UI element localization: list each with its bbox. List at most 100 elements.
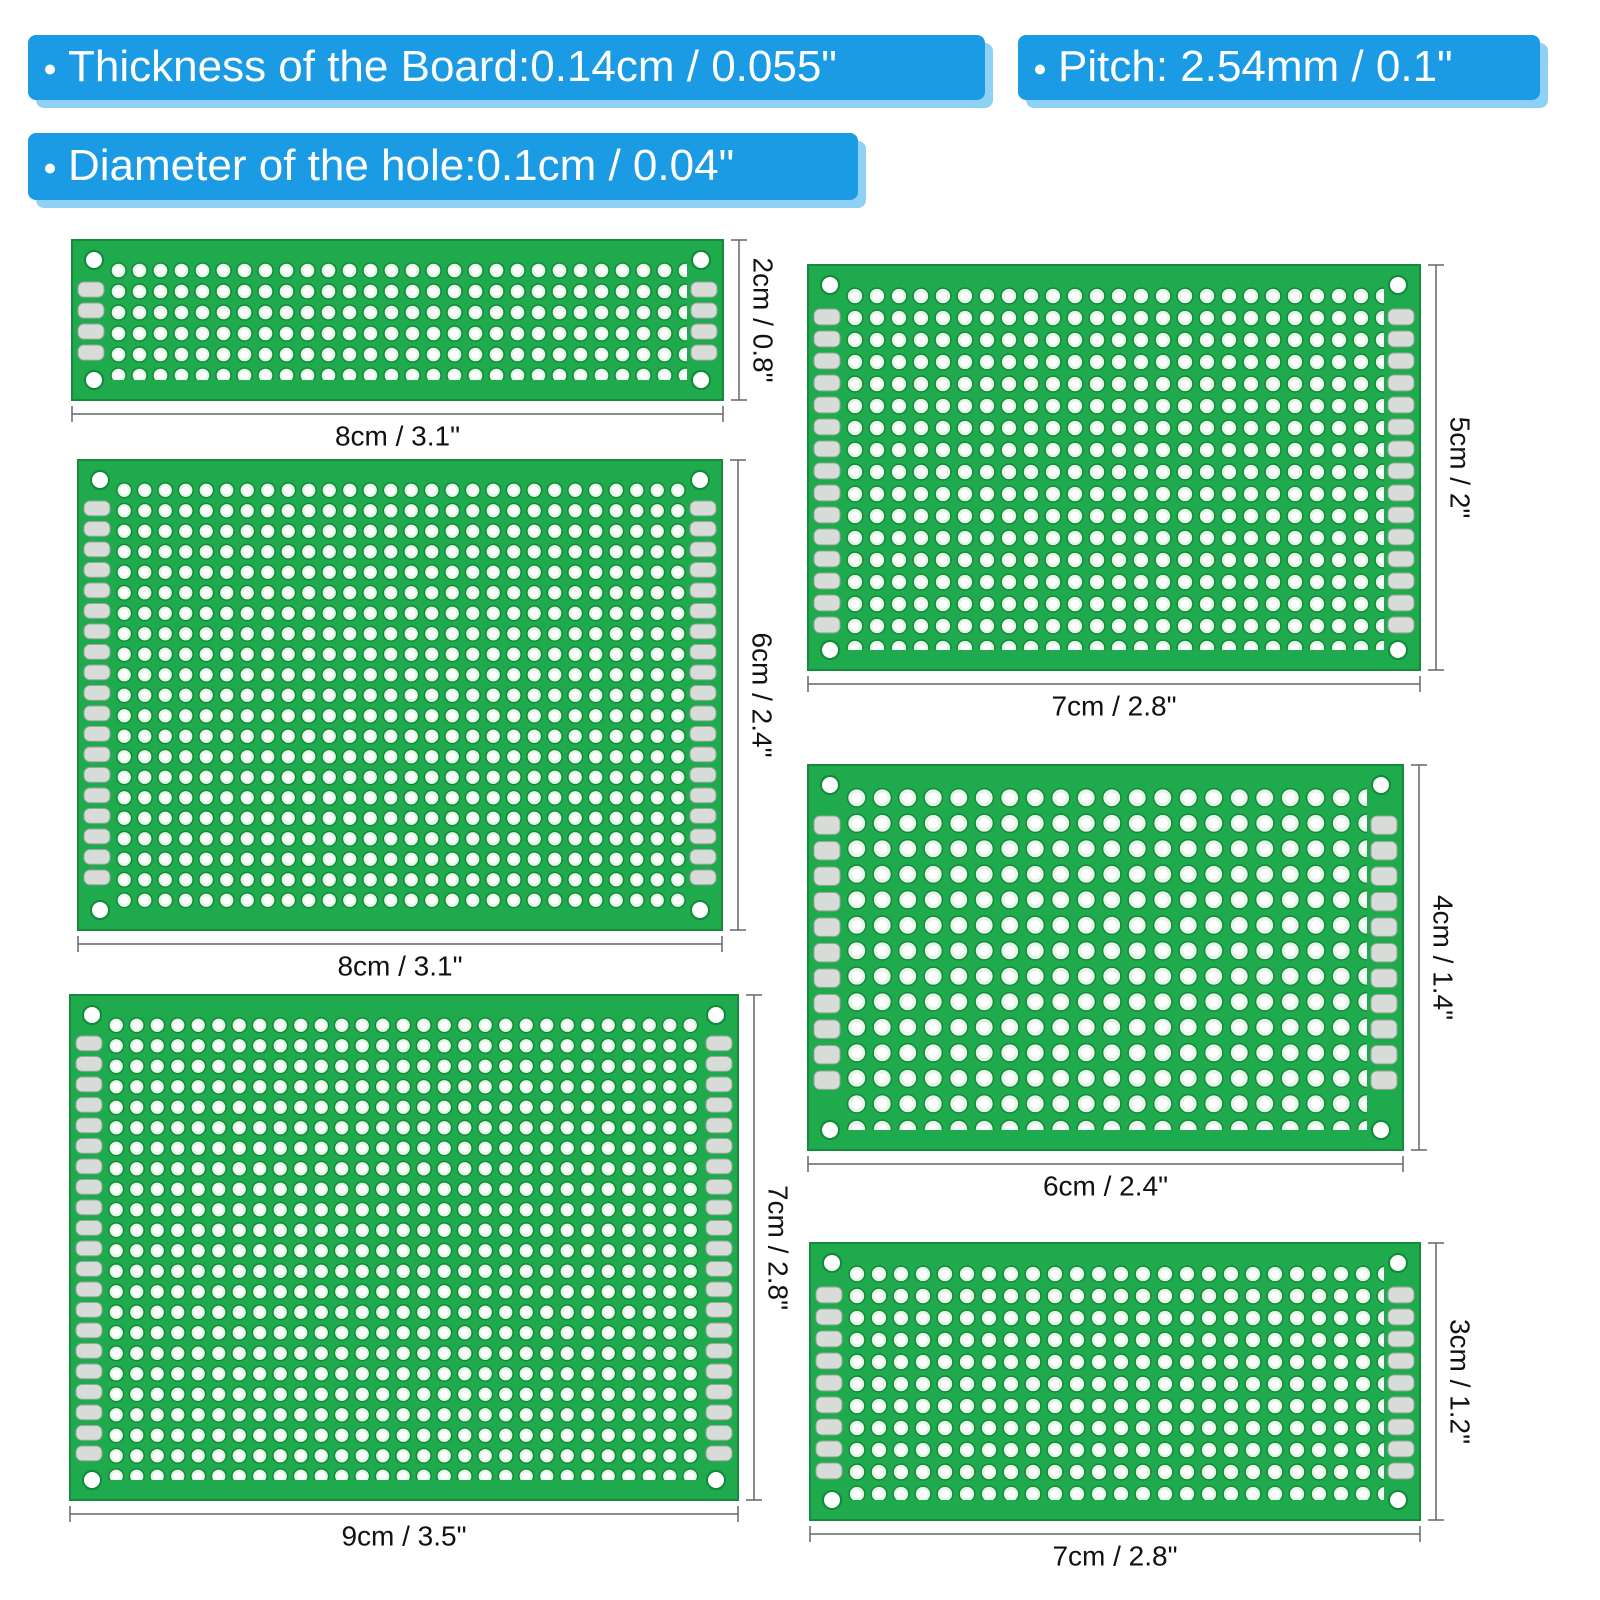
- bullet: [1035, 64, 1045, 75]
- edge-pad: [1370, 1019, 1398, 1039]
- bullet: [45, 163, 55, 174]
- edge-pad: [815, 1462, 843, 1480]
- edge-pad: [689, 787, 717, 804]
- edge-pad: [813, 308, 841, 326]
- edge-pad: [705, 1363, 733, 1380]
- edge-pad: [83, 726, 111, 742]
- edge-pad: [815, 1286, 843, 1304]
- edge-pad: [83, 849, 111, 865]
- edge-pad: [815, 1352, 843, 1370]
- edge-pad: [815, 1396, 843, 1414]
- edge-pad: [813, 866, 841, 886]
- edge-pad: [75, 1097, 103, 1113]
- mount-hole: [706, 1005, 726, 1025]
- edge-pad: [813, 994, 841, 1014]
- mount-hole: [691, 370, 711, 390]
- edge-pad: [1387, 396, 1415, 414]
- edge-pad: [689, 562, 717, 578]
- edge-pad: [83, 562, 111, 578]
- edge-pad: [1370, 892, 1398, 912]
- mount-hole: [690, 470, 710, 490]
- edge-pad: [1387, 594, 1415, 612]
- height-label: 4cm / 1.4": [1428, 895, 1459, 1020]
- edge-pad: [1387, 572, 1415, 590]
- edge-pad: [1387, 1396, 1415, 1414]
- spec-text: Thickness of the Board:0.14cm / 0.055": [68, 42, 837, 91]
- edge-pad: [1370, 815, 1398, 835]
- edge-pad: [83, 582, 111, 599]
- edge-pad: [813, 1045, 841, 1065]
- edge-pad: [75, 1117, 103, 1134]
- edge-pad: [813, 943, 841, 963]
- edge-pad: [1387, 506, 1415, 524]
- edge-pad: [1387, 440, 1415, 458]
- edge-pad: [705, 1322, 733, 1339]
- badge: [28, 35, 985, 100]
- edge-pad: [83, 644, 111, 660]
- edge-pad: [813, 462, 841, 480]
- edge-pad: [75, 1445, 103, 1462]
- edge-pad: [689, 623, 717, 640]
- edge-pad: [705, 1302, 733, 1318]
- height-label: 3cm / 1.2": [1445, 1319, 1476, 1444]
- edge-pad: [705, 1384, 733, 1400]
- edge-pad: [1387, 1286, 1415, 1304]
- edge-pad: [75, 1404, 103, 1421]
- mount-hole: [84, 370, 104, 390]
- edge-pad: [705, 1035, 733, 1052]
- hole-grid: [844, 785, 1367, 1130]
- mount-hole: [706, 1470, 726, 1490]
- edge-pad: [689, 500, 717, 517]
- edge-pad: [1387, 1440, 1415, 1458]
- edge-pad: [705, 1056, 733, 1072]
- edge-pad: [1370, 1070, 1398, 1090]
- edge-pad: [689, 849, 717, 865]
- edge-pad: [705, 1117, 733, 1134]
- mount-hole: [820, 640, 840, 660]
- edge-pad: [813, 396, 841, 414]
- edge-pad: [83, 828, 111, 845]
- width-label: 9cm / 3.5": [341, 1520, 466, 1551]
- edge-pad: [813, 528, 841, 546]
- edge-pad: [75, 1179, 103, 1195]
- edge-pad: [75, 1035, 103, 1052]
- edge-pad: [83, 685, 111, 701]
- edge-pad: [1387, 484, 1415, 502]
- edge-pad: [83, 869, 111, 886]
- edge-pad: [1387, 550, 1415, 568]
- mount-hole: [1371, 1120, 1391, 1140]
- width-label: 7cm / 2.8": [1052, 1540, 1177, 1571]
- edge-pad: [75, 1158, 103, 1175]
- height-label: 5cm / 2": [1445, 417, 1476, 519]
- edge-pad: [813, 484, 841, 502]
- edge-pad: [1387, 616, 1415, 634]
- edge-pad: [83, 787, 111, 804]
- edge-pad: [75, 1199, 103, 1216]
- edge-pad: [75, 1322, 103, 1339]
- mount-hole: [82, 1470, 102, 1490]
- edge-pad: [705, 1076, 733, 1093]
- edge-pad: [813, 815, 841, 835]
- edge-pad: [1387, 330, 1415, 348]
- edge-pad: [1370, 866, 1398, 886]
- edge-pad: [689, 664, 717, 681]
- edge-pad: [815, 1440, 843, 1458]
- edge-pad: [689, 705, 717, 722]
- mount-hole: [90, 470, 110, 490]
- edge-pad: [813, 330, 841, 348]
- edge-pad: [689, 869, 717, 886]
- edge-pad: [1370, 943, 1398, 963]
- edge-pad: [705, 1158, 733, 1175]
- edge-pad: [1370, 1045, 1398, 1065]
- edge-pad: [813, 917, 841, 937]
- edge-pad: [705, 1138, 733, 1154]
- edge-pad: [813, 1019, 841, 1039]
- mount-hole: [1388, 1253, 1408, 1273]
- edge-pad: [705, 1199, 733, 1216]
- badge: [1018, 35, 1540, 100]
- edge-pad: [77, 323, 105, 340]
- mount-hole: [1388, 1490, 1408, 1510]
- edge-pad: [813, 1070, 841, 1090]
- edge-pad: [1370, 968, 1398, 988]
- edge-pad: [689, 828, 717, 845]
